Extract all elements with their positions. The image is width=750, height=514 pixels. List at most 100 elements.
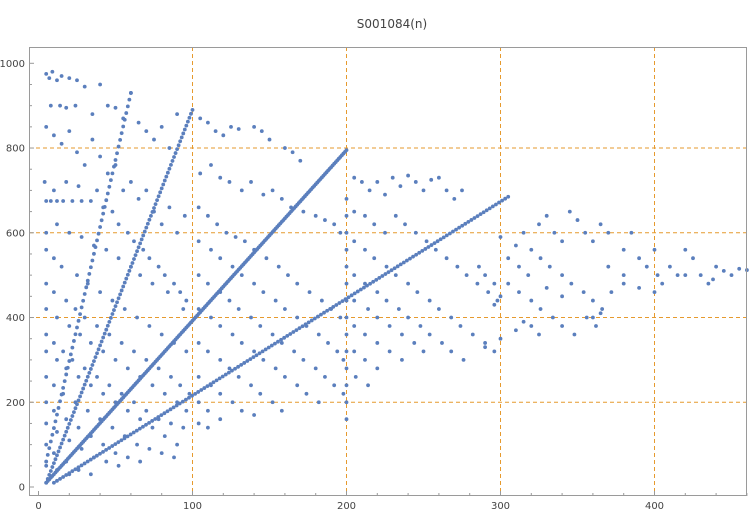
- data-point: [239, 188, 244, 193]
- data-point: [44, 442, 49, 447]
- data-point: [367, 188, 372, 193]
- data-point: [285, 334, 290, 338]
- data-point: [110, 171, 115, 176]
- data-point: [85, 281, 90, 286]
- data-point: [44, 199, 49, 203]
- data-point: [270, 400, 275, 405]
- data-point: [79, 235, 84, 239]
- data-point: [136, 120, 141, 125]
- data-point: [464, 273, 469, 278]
- data-point: [259, 129, 264, 133]
- data-point: [575, 218, 580, 222]
- data-point: [121, 284, 126, 289]
- data-point: [363, 213, 367, 218]
- data-point: [125, 104, 130, 109]
- data-point: [73, 467, 78, 472]
- data-point: [196, 205, 201, 210]
- data-point: [414, 252, 419, 257]
- data-point: [432, 241, 437, 246]
- data-point: [73, 307, 78, 311]
- data-point: [263, 347, 268, 352]
- data-point: [344, 417, 349, 422]
- data-point: [129, 91, 133, 95]
- data-point: [352, 209, 357, 214]
- data-point: [172, 281, 176, 286]
- data-point: [236, 127, 241, 131]
- data-point: [119, 131, 124, 136]
- data-point: [162, 178, 167, 183]
- data-point: [395, 264, 400, 269]
- data-point: [426, 245, 431, 249]
- data-point: [55, 78, 59, 83]
- data-point: [408, 256, 412, 261]
- data-point: [116, 256, 121, 261]
- data-point: [85, 408, 90, 413]
- data-point: [113, 442, 118, 447]
- data-point: [591, 298, 595, 303]
- data-point: [159, 451, 164, 455]
- data-point: [172, 341, 176, 345]
- data-point: [304, 324, 309, 328]
- data-point: [110, 209, 115, 214]
- data-point: [400, 357, 404, 362]
- data-point: [236, 364, 240, 369]
- data-point: [92, 243, 96, 248]
- data-point: [150, 419, 155, 423]
- data-point: [290, 150, 295, 155]
- data-point: [366, 383, 370, 388]
- data-point: [230, 264, 235, 269]
- data-point: [155, 198, 159, 203]
- data-point: [258, 324, 263, 328]
- data-point: [386, 270, 391, 275]
- data-point: [437, 175, 441, 180]
- data-point: [521, 230, 526, 235]
- data-point: [150, 281, 155, 286]
- data-point: [150, 425, 155, 430]
- data-points: [42, 69, 749, 485]
- data-point: [98, 451, 102, 456]
- data-point: [332, 222, 337, 227]
- data-point: [206, 349, 210, 354]
- data-point: [52, 480, 56, 485]
- data-point: [82, 461, 87, 466]
- data-point: [90, 363, 95, 367]
- data-point: [198, 171, 203, 176]
- data-point: [138, 374, 143, 379]
- data-point: [490, 204, 495, 209]
- data-point: [714, 264, 718, 269]
- data-point: [88, 341, 93, 345]
- data-point: [84, 285, 89, 290]
- data-point: [444, 256, 449, 261]
- data-point: [88, 472, 93, 477]
- data-point: [70, 414, 75, 418]
- data-point: [72, 339, 76, 343]
- data-point: [162, 273, 167, 278]
- x-tick-label: 300: [491, 501, 510, 512]
- data-point: [180, 399, 185, 404]
- data-point: [206, 425, 210, 430]
- data-point: [88, 383, 93, 388]
- data-point: [521, 319, 526, 324]
- y-tick-label: 0: [19, 483, 25, 494]
- data-point: [76, 468, 81, 472]
- data-point: [159, 124, 164, 129]
- data-point: [375, 366, 380, 371]
- data-point: [441, 235, 446, 240]
- data-point: [159, 186, 164, 191]
- data-point: [389, 268, 394, 273]
- data-point: [637, 285, 641, 290]
- data-point: [79, 463, 84, 468]
- data-point: [352, 349, 357, 354]
- data-point: [99, 218, 104, 223]
- x-tick-label: 0: [35, 501, 41, 512]
- data-point: [427, 298, 432, 303]
- data-point: [344, 281, 349, 286]
- data-point: [113, 158, 118, 162]
- data-point: [417, 250, 422, 255]
- x-tick-label: 100: [183, 501, 202, 512]
- data-point: [45, 452, 50, 457]
- data-point: [108, 316, 113, 320]
- data-point: [199, 388, 204, 392]
- data-point: [209, 315, 213, 320]
- data-point: [552, 230, 557, 235]
